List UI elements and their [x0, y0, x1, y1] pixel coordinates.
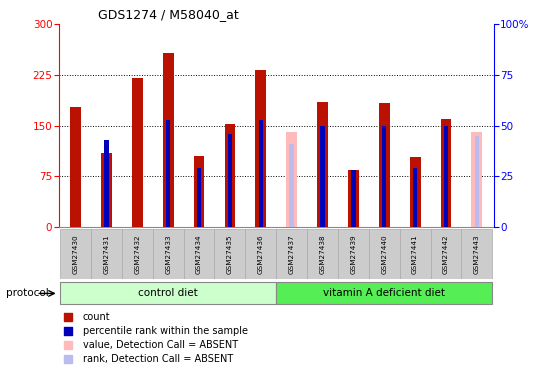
Bar [472, 132, 482, 227]
Text: GSM27431: GSM27431 [103, 234, 109, 274]
Bar [348, 170, 359, 227]
Text: GSM27438: GSM27438 [320, 234, 325, 274]
Bar [351, 170, 355, 227]
Bar [400, 229, 431, 279]
Bar [276, 282, 492, 304]
Bar [320, 126, 325, 227]
Bar [461, 229, 492, 279]
Text: GSM27434: GSM27434 [196, 234, 202, 274]
Text: control diet: control diet [138, 288, 198, 298]
Bar [91, 229, 122, 279]
Bar [246, 229, 276, 279]
Bar [431, 229, 461, 279]
Bar [197, 168, 201, 227]
Bar [382, 126, 386, 227]
Bar [163, 53, 174, 227]
Text: GSM27442: GSM27442 [443, 234, 449, 274]
Text: GSM27435: GSM27435 [227, 234, 233, 274]
Bar [214, 229, 246, 279]
Bar [60, 282, 276, 304]
Text: GSM27439: GSM27439 [350, 234, 357, 274]
Text: GSM27437: GSM27437 [288, 234, 295, 274]
Bar [276, 229, 307, 279]
Bar [122, 229, 153, 279]
Bar [290, 144, 294, 227]
Bar [413, 168, 417, 227]
Bar [317, 102, 328, 227]
Bar [338, 229, 369, 279]
Point [64, 356, 73, 362]
Bar [104, 140, 109, 227]
Bar [369, 229, 400, 279]
Bar [166, 120, 170, 227]
Bar [70, 107, 81, 227]
Point [64, 314, 73, 320]
Text: GSM27441: GSM27441 [412, 234, 418, 274]
Text: GSM27432: GSM27432 [134, 234, 140, 274]
Bar [410, 158, 421, 227]
Bar [256, 70, 266, 227]
Bar [307, 229, 338, 279]
Bar [286, 132, 297, 227]
Bar [441, 119, 451, 227]
Bar [224, 124, 235, 227]
Text: value, Detection Call = ABSENT: value, Detection Call = ABSENT [83, 340, 238, 350]
Text: vitamin A deficient diet: vitamin A deficient diet [323, 288, 445, 298]
Text: GSM27440: GSM27440 [381, 234, 387, 274]
Text: percentile rank within the sample: percentile rank within the sample [83, 326, 248, 336]
Text: count: count [83, 312, 110, 322]
Text: GDS1274 / M58040_at: GDS1274 / M58040_at [98, 8, 238, 21]
Bar [101, 153, 112, 227]
Point [64, 328, 73, 334]
Bar [379, 104, 389, 227]
Text: GSM27436: GSM27436 [258, 234, 264, 274]
Bar [444, 126, 448, 227]
Bar [258, 120, 263, 227]
Bar [228, 134, 232, 227]
Bar [194, 156, 204, 227]
Text: rank, Detection Call = ABSENT: rank, Detection Call = ABSENT [83, 354, 233, 364]
Text: GSM27443: GSM27443 [474, 234, 480, 274]
Bar [475, 136, 479, 227]
Text: protocol: protocol [6, 288, 49, 298]
Point [64, 342, 73, 348]
Bar [132, 78, 143, 227]
Bar [60, 229, 91, 279]
Text: GSM27433: GSM27433 [165, 234, 171, 274]
Text: GSM27430: GSM27430 [73, 234, 79, 274]
Bar [184, 229, 214, 279]
Bar [153, 229, 184, 279]
